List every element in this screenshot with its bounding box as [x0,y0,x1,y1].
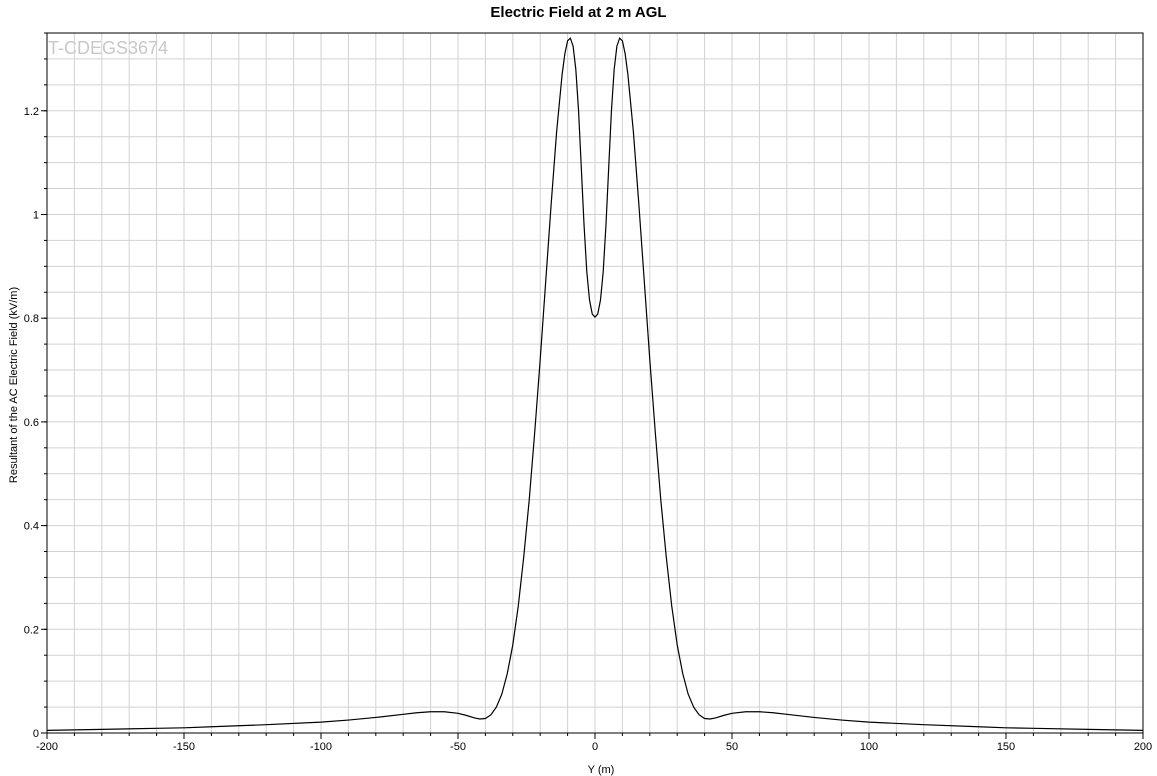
y-tick-label: 0.4 [24,521,39,533]
x-tick-label: -200 [36,741,58,753]
x-tick-label: 100 [860,741,878,753]
x-tick-label: -100 [310,741,332,753]
y-tick-label: 0.2 [24,624,39,636]
watermark-text: T-CDEGS3674 [48,38,169,58]
y-tick-label: 0.8 [24,313,39,325]
y-axis-label: Resultant of the AC Electric Field (kV/m… [8,286,20,484]
x-tick-label: 50 [726,741,738,753]
x-tick-label: -50 [450,741,466,753]
y-tick-label: 0.6 [24,417,39,429]
y-tick-label: 1 [33,209,39,221]
plot-frame [46,32,1144,734]
grid [46,32,1144,734]
x-tick-label: 200 [1134,741,1152,753]
chart-title: Electric Field at 2 m AGL [490,4,667,21]
x-axis-label: Y (m) [587,764,615,776]
x-tick-label: 150 [997,741,1015,753]
y-tick-label: 1.2 [24,106,39,118]
x-tick-label: -150 [173,741,195,753]
series-line [46,37,1144,732]
y-tick-label: 0 [33,728,39,740]
ticks: -200 -150 -100 -50 0 50 100 150 200 0 0.2 0.4 0.6 0.8… [24,32,1152,753]
x-tick-label: 0 [592,741,598,753]
